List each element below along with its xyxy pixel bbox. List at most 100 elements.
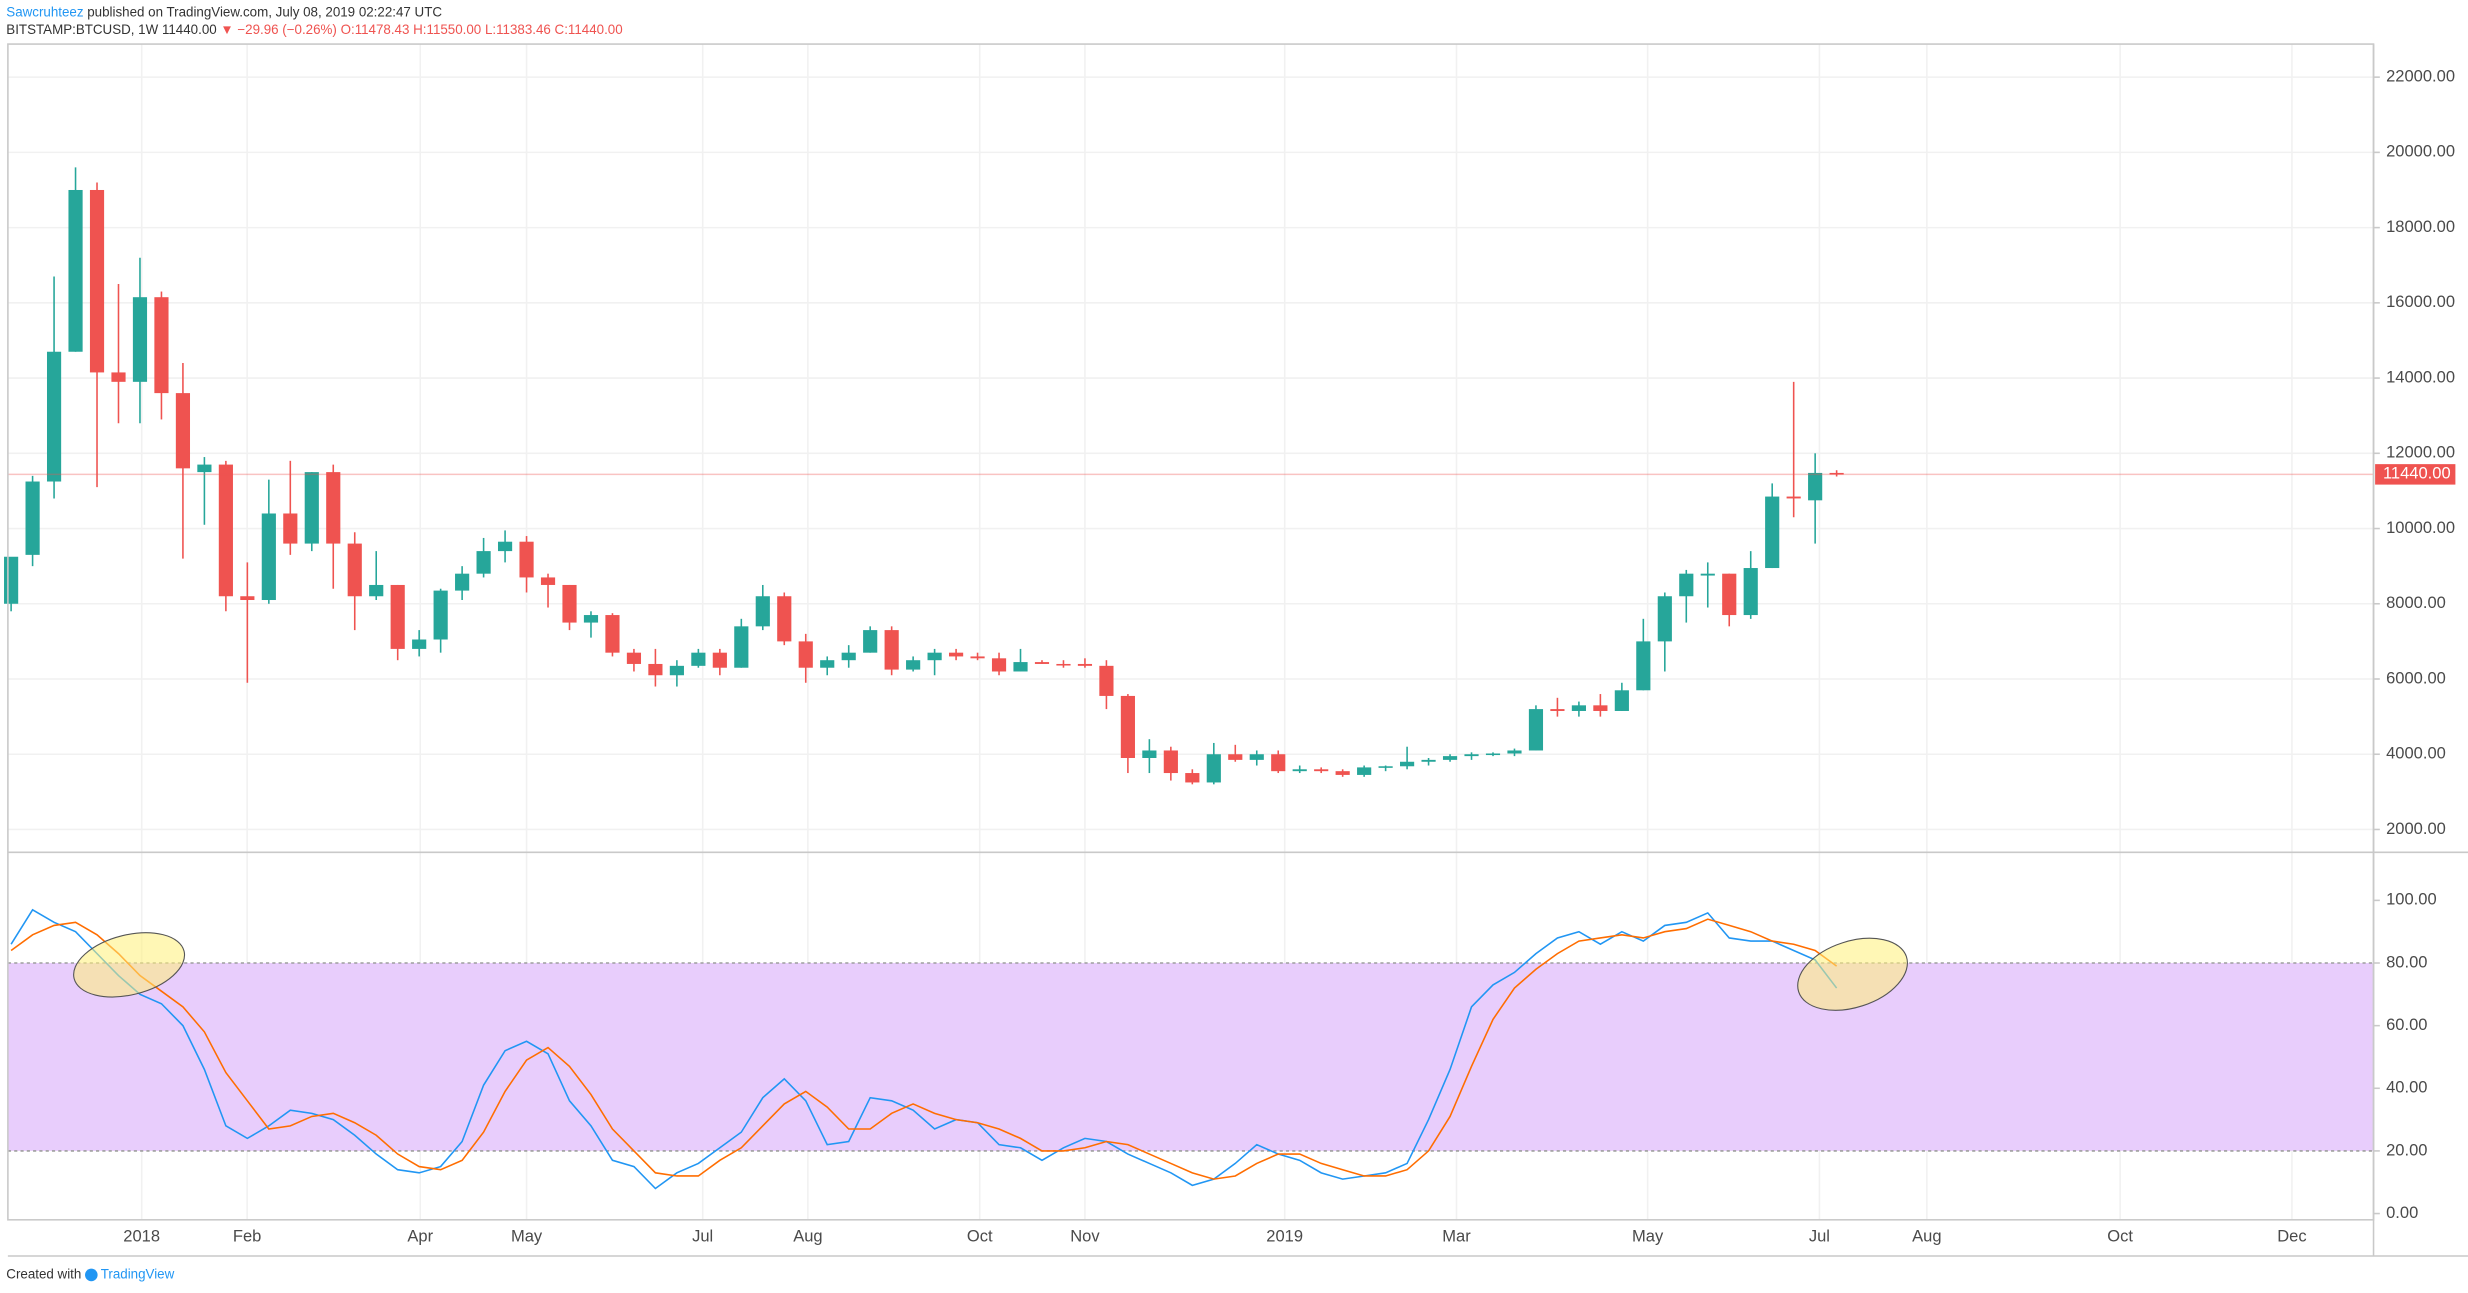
candle-body bbox=[1034, 662, 1050, 664]
candle-body bbox=[132, 297, 148, 382]
y-tick-label: 20.00 bbox=[2386, 1140, 2427, 1159]
candle-body bbox=[648, 663, 663, 676]
plot-layer: 2018 Feb Apr May Jul Aug Oct Nov 2019 Mar May Jul Au… bbox=[4, 44, 2456, 1245]
candle-body bbox=[798, 641, 813, 668]
y-tick-label: 18000.00 bbox=[2386, 217, 2455, 236]
candle-body bbox=[1743, 568, 1758, 616]
candle-body bbox=[1550, 709, 1565, 711]
candle-body bbox=[884, 630, 899, 670]
candle-body bbox=[669, 665, 684, 676]
candle-body bbox=[1636, 641, 1651, 691]
candle-body bbox=[1228, 754, 1243, 760]
candle-body bbox=[1357, 767, 1372, 775]
candle-body bbox=[562, 584, 577, 623]
candle-body bbox=[326, 472, 341, 544]
candle-body bbox=[1657, 596, 1672, 642]
candle-body bbox=[1829, 472, 1844, 475]
annotation-ellipse bbox=[1797, 937, 1908, 1011]
candle-body bbox=[390, 584, 405, 649]
candle-body bbox=[540, 577, 556, 585]
stoch-line bbox=[10, 908, 1838, 1190]
candle-body bbox=[991, 658, 1007, 672]
x-tick-label: Oct bbox=[967, 1226, 993, 1245]
candle-body bbox=[1528, 709, 1544, 751]
ohlc-close: C:11440.00 bbox=[555, 21, 623, 36]
candle-body bbox=[369, 584, 384, 597]
ohlc-open: O:11478.43 bbox=[341, 21, 410, 36]
author[interactable]: Sawcruhteez bbox=[6, 4, 84, 19]
last-price-label: 11440.00 bbox=[2383, 464, 2451, 483]
candle-body bbox=[583, 615, 599, 623]
published: published on TradingView.com, July 08, 2… bbox=[87, 4, 442, 19]
candle-body bbox=[605, 615, 620, 653]
x-tick-label: Aug bbox=[793, 1226, 822, 1245]
y-tick-label: 20000.00 bbox=[2386, 142, 2455, 161]
ohlc-low: L:11383.46 bbox=[485, 21, 551, 36]
candle-body bbox=[1593, 705, 1608, 711]
candle-body bbox=[25, 481, 40, 555]
candle-body bbox=[734, 626, 749, 668]
y-tick-label: 14000.00 bbox=[2386, 367, 2455, 386]
candle-body bbox=[175, 393, 191, 469]
candle-body bbox=[1507, 750, 1522, 754]
x-tick-label: 2019 bbox=[1266, 1226, 1303, 1245]
candle-body bbox=[1786, 496, 1801, 499]
candle-body bbox=[1485, 753, 1501, 756]
y-tick-label: 4000.00 bbox=[2386, 744, 2446, 763]
y-tick-label: 22000.00 bbox=[2386, 66, 2455, 85]
x-tick-label: Jul bbox=[1809, 1226, 1830, 1245]
band-fill bbox=[7, 963, 2374, 1151]
candle-body bbox=[1077, 663, 1093, 666]
x-tick-label: Jul bbox=[692, 1226, 713, 1245]
brand[interactable]: TradingView bbox=[101, 1266, 175, 1281]
candle-body bbox=[1335, 771, 1350, 775]
candle-body bbox=[519, 541, 534, 578]
candle-body bbox=[1722, 573, 1737, 616]
brand-logo bbox=[85, 1268, 98, 1282]
created-with: Created with bbox=[6, 1266, 81, 1281]
x-tick-label: Feb bbox=[233, 1226, 261, 1245]
symbol-line: BITSTAMP:BTCUSD, 1W 11440.00 ▼ −29.96 (−… bbox=[6, 21, 622, 36]
candle-body bbox=[841, 652, 856, 661]
price: 11440.00 bbox=[162, 21, 217, 36]
candle-body bbox=[1679, 573, 1694, 597]
candle-body bbox=[89, 189, 105, 373]
candle-body bbox=[1292, 769, 1307, 772]
candle-body bbox=[1142, 750, 1157, 758]
y-tick-label: 100.00 bbox=[2386, 890, 2437, 909]
candle-body bbox=[1442, 756, 1458, 760]
change: ▼ −29.96 (−0.26%) bbox=[220, 21, 336, 36]
candle-body bbox=[347, 543, 362, 597]
last-price-box bbox=[2375, 464, 2456, 485]
candle-body bbox=[46, 351, 62, 482]
candle-body bbox=[755, 596, 770, 627]
candle-body bbox=[1421, 759, 1436, 762]
candle-body bbox=[949, 652, 964, 657]
x-tick-label: May bbox=[511, 1226, 543, 1245]
candle-body bbox=[691, 652, 706, 666]
candle-body bbox=[863, 630, 878, 653]
candle-body bbox=[1120, 695, 1135, 758]
candle-body bbox=[1056, 663, 1071, 666]
y-tick-label: 6000.00 bbox=[2386, 668, 2446, 687]
candle-body bbox=[970, 656, 985, 659]
candle-body bbox=[1185, 773, 1200, 783]
y-tick-label: 12000.00 bbox=[2386, 443, 2455, 462]
y-tick-label: 16000.00 bbox=[2386, 292, 2455, 311]
candle-body bbox=[304, 472, 319, 544]
x-tick-label: Mar bbox=[1442, 1226, 1471, 1245]
candle-body bbox=[712, 652, 727, 668]
y-tick-label: 80.00 bbox=[2386, 952, 2427, 971]
candle-body bbox=[1765, 496, 1780, 569]
candle-body bbox=[927, 652, 942, 661]
x-tick-label: Nov bbox=[1070, 1226, 1100, 1245]
candle-body bbox=[4, 556, 19, 604]
candle-body bbox=[197, 464, 212, 473]
publish-line: Sawcruhteez published on TradingView.com… bbox=[6, 4, 442, 19]
candle-body bbox=[626, 652, 642, 664]
y-tick-label: 60.00 bbox=[2386, 1015, 2427, 1034]
symbol: BITSTAMP:BTCUSD, 1W bbox=[6, 21, 158, 36]
x-tick-label: Oct bbox=[2107, 1226, 2133, 1245]
y-tick-label: 40.00 bbox=[2386, 1078, 2427, 1097]
x-tick-label: Apr bbox=[407, 1226, 433, 1245]
